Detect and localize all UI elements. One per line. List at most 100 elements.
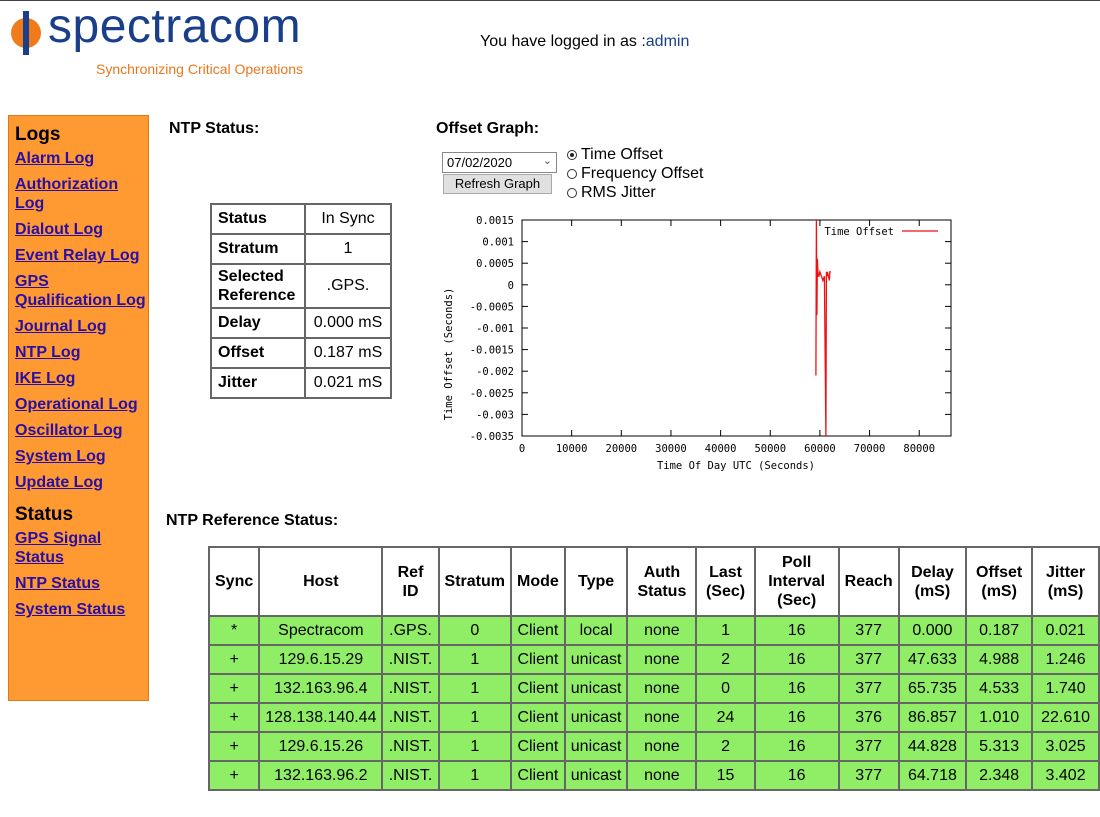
x-tick-label: 30000 xyxy=(655,443,687,455)
table-cell: 2 xyxy=(695,644,756,675)
status-value: In Sync xyxy=(304,203,392,235)
table-cell: .NIST. xyxy=(381,702,440,733)
radio-time-offset-label: Time Offset xyxy=(581,146,663,163)
column-header: Auth Status xyxy=(626,546,698,617)
x-tick-label: 40000 xyxy=(705,443,737,455)
x-tick-label: 20000 xyxy=(606,443,638,455)
table-cell: none xyxy=(626,731,698,762)
y-tick-label: -0.0035 xyxy=(470,431,514,443)
column-header: Delay (mS) xyxy=(897,546,968,617)
table-row: +128.138.140.44 .NIST. 1 Client unicast none 2… xyxy=(207,702,1100,733)
radio-rms-jitter-label: RMS Jitter xyxy=(581,184,656,201)
table-cell: 2.348 xyxy=(965,760,1034,791)
x-tick-label: 70000 xyxy=(854,443,886,455)
table-cell: unicast xyxy=(563,731,629,762)
column-header: Last (Sec) xyxy=(695,546,756,617)
table-cell: 1.740 xyxy=(1031,673,1100,704)
table-cell: + xyxy=(207,673,261,704)
table-cell: Spectracom xyxy=(258,615,384,646)
table-cell: + xyxy=(207,644,261,675)
selected-reference-row: Selected Reference .GPS. xyxy=(210,263,392,309)
sidebar-link-system-status[interactable]: System Status xyxy=(15,601,126,618)
login-user: admin xyxy=(645,33,690,50)
table-cell: 16 xyxy=(753,702,840,733)
table-cell: 3.402 xyxy=(1031,760,1100,791)
table-cell: 47.633 xyxy=(897,644,968,675)
table-cell: 16 xyxy=(753,731,840,762)
table-cell: unicast xyxy=(563,702,629,733)
column-header: Poll Interval (Sec) xyxy=(753,546,840,617)
sidebar-link-operational-log[interactable]: Operational Log xyxy=(15,396,138,413)
sidebar-link-event-relay-log[interactable]: Event Relay Log xyxy=(15,247,140,264)
refresh-graph-button[interactable]: Refresh Graph xyxy=(443,174,552,194)
y-tick-label: -0.0005 xyxy=(470,301,514,313)
sidebar-link-journal-log[interactable]: Journal Log xyxy=(15,318,107,335)
table-cell: 377 xyxy=(837,760,900,791)
table-cell: Client xyxy=(510,673,566,704)
radio-time-offset[interactable]: Time Offset xyxy=(567,146,663,164)
table-cell: 1 xyxy=(437,702,513,733)
sidebar-link-dialout-log[interactable]: Dialout Log xyxy=(15,221,103,238)
sidebar-link-ntp-status[interactable]: NTP Status xyxy=(15,575,101,592)
radio-frequency-offset[interactable]: Frequency Offset xyxy=(567,165,703,183)
table-cell: 16 xyxy=(753,644,840,675)
delay-label: Delay xyxy=(210,307,306,339)
sidebar-link-gps-signal-status[interactable]: GPS Signal Status xyxy=(15,530,102,566)
sidebar-link-alarm-log[interactable]: Alarm Log xyxy=(15,150,95,167)
table-cell: 1 xyxy=(437,644,513,675)
column-header: Host xyxy=(258,546,384,617)
table-cell: Client xyxy=(510,615,566,646)
x-tick-label: 50000 xyxy=(754,443,786,455)
table-cell: unicast xyxy=(563,673,629,704)
sidebar-link-oscillator-log[interactable]: Oscillator Log xyxy=(15,422,123,439)
table-cell: 128.138.140.44 xyxy=(258,702,384,733)
table-cell: .NIST. xyxy=(381,673,440,704)
table-cell: none xyxy=(626,615,698,646)
table-cell: 65.735 xyxy=(897,673,968,704)
table-cell: Client xyxy=(510,731,566,762)
column-header: Stratum xyxy=(437,546,513,617)
stratum-label: Stratum xyxy=(210,233,306,265)
x-tick-label: 80000 xyxy=(903,443,935,455)
table-header-row: Sync Host Ref ID Stratum Mode Type Auth Status… xyxy=(207,546,1100,617)
table-cell: unicast xyxy=(563,644,629,675)
y-tick-label: -0.0025 xyxy=(470,388,514,400)
sidebar-link-ike-log[interactable]: IKE Log xyxy=(15,370,76,387)
table-cell: 16 xyxy=(753,760,840,791)
x-tick-label: 60000 xyxy=(804,443,836,455)
table-cell: Client xyxy=(510,702,566,733)
table-row: +132.163.96.2 .NIST. 1 Client unicast none 15 1… xyxy=(207,760,1100,791)
y-tick-label: 0.001 xyxy=(482,237,514,249)
stratum-value: 1 xyxy=(304,233,392,265)
radio-unselected-icon xyxy=(567,188,577,198)
table-cell: 0.187 xyxy=(965,615,1034,646)
column-header: Type xyxy=(563,546,629,617)
sidebar-link-gps-qualification-log[interactable]: GPS Qualification Log xyxy=(15,273,146,309)
table-cell: 129.6.15.29 xyxy=(258,644,384,675)
y-tick-label: 0 xyxy=(508,280,514,292)
date-select[interactable]: 07/02/2020 ⌄ xyxy=(442,152,557,173)
radio-rms-jitter[interactable]: RMS Jitter xyxy=(567,184,656,202)
y-tick-label: -0.0015 xyxy=(470,345,514,357)
login-info: You have logged in as :admin xyxy=(480,33,689,51)
x-tick-label: 10000 xyxy=(556,443,588,455)
table-cell: Client xyxy=(510,644,566,675)
y-tick-label: -0.003 xyxy=(476,409,514,421)
sidebar-link-ntp-log[interactable]: NTP Log xyxy=(15,344,81,361)
stratum-row: Stratum 1 xyxy=(210,233,392,265)
offset-value: 0.187 mS xyxy=(304,337,392,369)
table-cell: 1 xyxy=(437,731,513,762)
table-cell: Client xyxy=(510,760,566,791)
table-cell: .GPS. xyxy=(381,615,440,646)
table-cell: 1.246 xyxy=(1031,644,1100,675)
table-cell: 132.163.96.2 xyxy=(258,760,384,791)
ntp-status-table: Status In Sync Stratum 1 Selected Referenc… xyxy=(210,203,392,399)
sidebar-link-authorization-log[interactable]: Authorization Log xyxy=(15,176,119,212)
table-cell: 132.163.96.4 xyxy=(258,673,384,704)
table-cell: .NIST. xyxy=(381,760,440,791)
sidebar-link-update-log[interactable]: Update Log xyxy=(15,474,103,491)
sidebar-link-system-log[interactable]: System Log xyxy=(15,448,106,465)
column-header: Ref ID xyxy=(381,546,440,617)
table-cell: 15 xyxy=(695,760,756,791)
y-tick-label: 0.0005 xyxy=(476,258,514,270)
